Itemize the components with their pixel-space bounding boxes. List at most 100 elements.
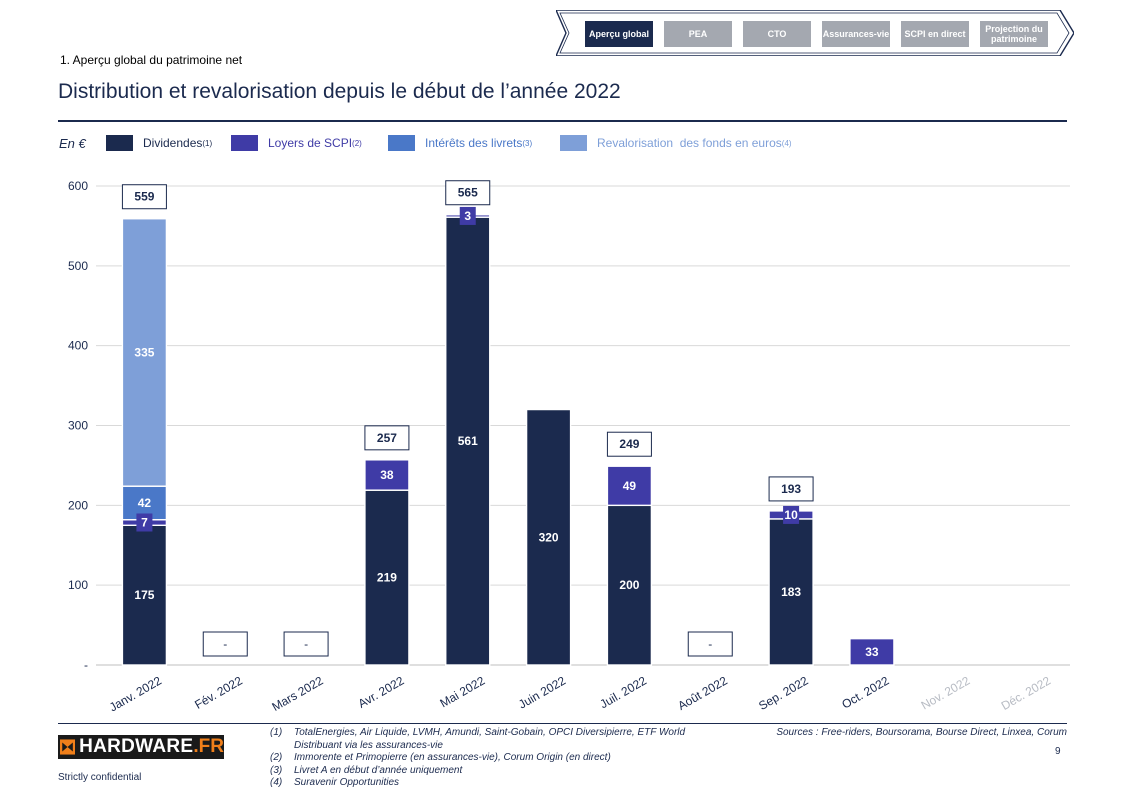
total-label: - [708,637,712,651]
tab-scpi-en-direct[interactable]: SCPI en direct [901,21,969,47]
footnote-number: (4) [270,777,283,789]
legend-swatch [231,135,258,151]
logo-ext: .FR [193,736,224,757]
bar-segment [121,524,168,666]
bar-segment [364,489,410,666]
data-label: 200 [619,578,639,592]
x-tick-label: Nov. 2022 [919,673,973,712]
total-box [364,425,410,451]
tab-projection-patrimoine[interactable]: Projection du patrimoine [980,21,1048,47]
y-tick-label: 600 [68,179,88,193]
total-label: 559 [134,190,154,204]
x-tick-label: Août 2022 [675,673,730,713]
tab-cto[interactable]: CTO [743,21,811,47]
legend-swatch [388,135,415,151]
bar-segment [849,637,895,666]
total-label: 193 [781,482,801,496]
x-tick-label: Janv. 2022 [107,673,164,714]
legend-swatch [106,135,133,151]
x-tick-label: Mai 2022 [437,673,487,710]
total-box [283,631,329,657]
x-tick-label: Oct. 2022 [839,673,891,711]
legend-note: (1) [202,138,213,148]
y-tick-label: 100 [68,578,88,592]
data-label: 33 [865,645,879,659]
bar-segment [525,408,572,666]
x-tick-label: Juin 2022 [516,673,568,711]
legend-label: Revalorisation des fonds en euros [597,136,782,150]
footnote: (4) Suravenir Opportunities [270,777,710,790]
legend-note: (4) [781,138,792,148]
legend-loyers-scpi: Loyers de SCPI (2) [231,134,362,152]
legend-dividendes: Dividendes (1) [106,134,212,152]
data-label: 183 [781,585,801,599]
footnote-text: Suravenir Opportunities [294,777,400,789]
total-label: - [223,637,227,651]
confidential-label: Strictly confidential [58,772,142,783]
total-box [445,180,491,206]
footnote-text: Immorente et Primopierre (en assurances-… [294,752,611,764]
tab-apercu-global[interactable]: Aperçu global [585,21,653,47]
logo-text: HARDWARE [79,736,194,757]
legend-swatch [560,135,587,151]
data-label-box [136,513,153,532]
data-label-box [783,505,800,524]
total-box [687,631,733,657]
footnotes: (1) TotalEnergies, Air Liquide, LVMH, Amu… [270,727,710,790]
page-title: Distribution et revalorisation depuis le… [58,80,621,103]
data-label: 175 [134,588,154,602]
sources: Sources : Free-riders, Boursorama, Bours… [776,727,1067,738]
x-tick-label: Juil. 2022 [597,673,649,711]
data-label: 219 [377,571,397,585]
data-label: 7 [141,515,148,529]
y-tick-label: 400 [68,339,88,353]
data-label: 561 [458,434,478,448]
x-tick-label: Avr. 2022 [356,673,407,711]
y-tick-label: - [84,658,88,672]
bar-segment [768,518,814,666]
footnote-number: (3) [270,764,283,776]
data-label: 3 [464,209,471,223]
footnote-number: (2) [270,752,283,764]
total-box [606,431,652,457]
total-box [768,476,814,502]
data-label-box [459,206,476,225]
data-label: 49 [623,479,637,493]
bar-segment [121,218,168,487]
data-label: 42 [138,496,152,510]
x-tick-label: Mars 2022 [269,673,325,714]
data-label: 320 [539,530,559,544]
page-number: 9 [1055,746,1061,757]
bar-segment [606,465,653,507]
total-box [202,631,248,657]
footnote-text: Livret A en début d’année uniquement [294,764,463,776]
section-label: 1. Aperçu global du patrimoine net [60,53,243,67]
unit-label: En € [59,136,86,151]
tab-assurances-vie[interactable]: Assurances-vie [822,21,890,47]
legend-interets-livrets: Intérêts des livrets (3) [388,134,532,152]
total-label: 257 [377,431,397,445]
data-label: 10 [784,508,798,522]
x-tick-label: Déc. 2022 [999,673,1054,713]
x-tick-label: Fév. 2022 [192,673,245,712]
y-tick-label: 500 [68,259,88,273]
footnote: (3) Livret A en début d’année uniquement [270,765,710,778]
y-tick-label: 300 [68,419,88,433]
y-tick-label: 200 [68,498,88,512]
legend-note: (3) [522,138,533,148]
legend-revalorisation: Revalorisation des fonds en euros (4) [560,134,792,152]
legend-note: (2) [352,138,362,148]
total-label: - [304,637,308,651]
footnote: (1) TotalEnergies, Air Liquide, LVMH, Amu… [270,727,710,752]
data-label: 38 [380,468,394,482]
data-label: 335 [134,345,154,359]
total-box [121,184,167,210]
logo-mark-icon [60,739,76,755]
footnote: (2) Immorente et Primopierre (en assuranc… [270,752,710,765]
footer-divider [58,723,1067,724]
tab-pea[interactable]: PEA [664,21,732,47]
total-label: 565 [458,186,478,200]
total-label: 249 [619,437,639,451]
title-divider [58,120,1067,122]
